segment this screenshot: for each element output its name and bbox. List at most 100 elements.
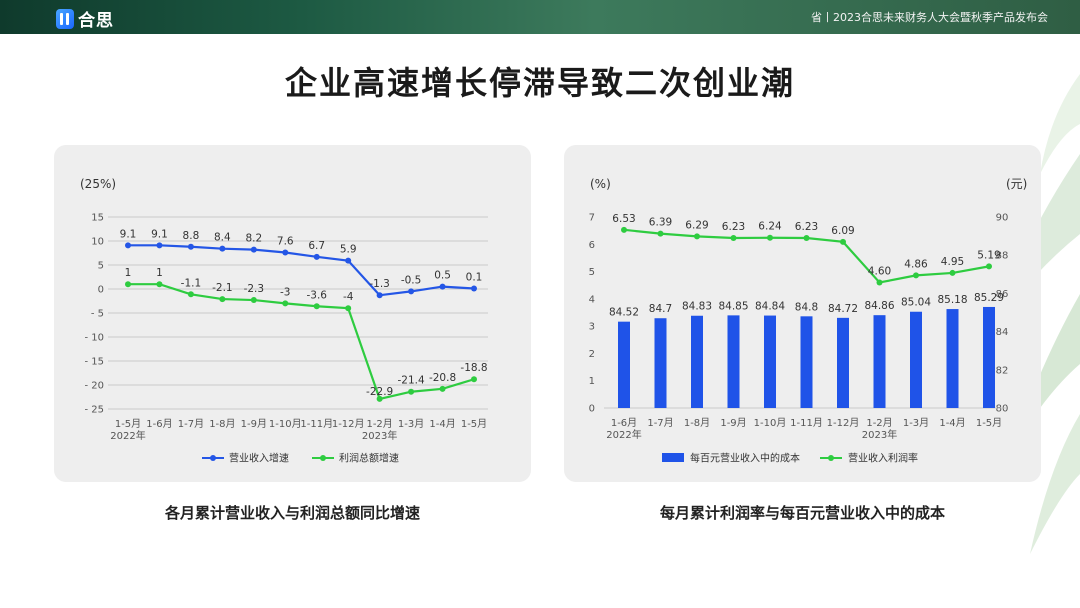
data-point [156, 242, 163, 249]
data-point [408, 388, 415, 395]
x-tick-label: 1-9月 [241, 418, 267, 430]
bar-label: 85.04 [901, 297, 931, 309]
right-y-tick-label: 84 [996, 327, 1009, 338]
legend-marker [828, 455, 834, 461]
data-label: 6.23 [795, 221, 818, 233]
left-chart-caption: 各月累计营业收入与利润总额同比增速 [164, 504, 420, 522]
legend-label: 每百元营业收入中的成本 [690, 452, 800, 465]
cost-bar [727, 315, 740, 408]
right-y-tick-label: 82 [996, 365, 1009, 376]
data-point [125, 242, 131, 249]
left-axis-unit-label: (%) [590, 177, 611, 191]
profit-margin-cost-panel: (%) (元) 0 1 2 3 4 5 6 7 80 82 84 86 88 90 1-6月 1-7月 1-8月 1-… [564, 145, 1041, 482]
data-point [187, 243, 194, 250]
x-tick-label: 1-9月 [720, 417, 746, 429]
x-tick-label: 1-5月 [115, 418, 141, 430]
y-tick-label: 10 [91, 237, 104, 248]
y-tick-label: 15 [91, 213, 104, 224]
bar-label: 84.84 [755, 301, 785, 313]
cost-bar [764, 315, 776, 408]
left-y-tick-label: 2 [589, 349, 595, 360]
data-label: 7.6 [277, 236, 294, 248]
data-point [282, 249, 289, 256]
bar-label: 84.52 [609, 307, 639, 319]
data-point [876, 279, 883, 286]
right-chart-caption: 每月累计利润率与每百元营业收入中的成本 [659, 504, 945, 522]
y-tick-label: - 5 [91, 309, 104, 320]
y-tick-label: 5 [98, 261, 104, 272]
page-title: 企业高速增长停滞导致二次创业潮 [284, 64, 795, 102]
legend-label: 营业收入利润率 [848, 452, 918, 465]
data-label: -18.8 [460, 362, 487, 374]
x-tick-label: 1-12月 [332, 418, 365, 430]
right-y-tick-label: 86 [996, 289, 1009, 300]
data-point [694, 233, 700, 240]
data-label: 8.8 [183, 230, 200, 242]
data-point [282, 300, 289, 307]
data-label: -21.4 [398, 375, 425, 387]
data-label: 6.09 [831, 225, 854, 237]
left-y-tick-label: 7 [589, 213, 595, 224]
x-tick-label: 1-8月 [684, 417, 710, 429]
x-tick-label: 1-11月 [790, 417, 823, 429]
data-label: 4.60 [868, 265, 891, 277]
legend-marker [210, 455, 216, 461]
right-axis-unit-label: (元) [1006, 177, 1027, 191]
data-label: 8.2 [245, 233, 262, 245]
bar-label: 84.83 [682, 301, 712, 313]
data-label: 1 [125, 267, 132, 279]
data-point [913, 272, 919, 279]
cost-bar [910, 311, 922, 408]
y-axis-unit-label: (25%) [80, 177, 116, 191]
data-point [439, 283, 446, 290]
data-label: -1.1 [181, 277, 202, 289]
data-point [250, 297, 257, 304]
bar-label: 85.18 [937, 294, 967, 306]
x-tick-label: 1-11月 [300, 418, 333, 430]
y-tick-label: - 10 [84, 333, 104, 344]
bar-label: 84.8 [795, 301, 818, 313]
series-line-revenue [128, 244, 475, 297]
data-label: 6.53 [612, 213, 635, 225]
left-y-tick-label: 0 [589, 404, 595, 415]
left-y-tick-label: 6 [589, 240, 595, 251]
data-label: 4.86 [904, 258, 928, 270]
cost-bar [691, 315, 703, 408]
data-label: -2.3 [244, 283, 265, 295]
bar-label: 84.7 [649, 303, 672, 315]
data-label: 0.5 [434, 270, 451, 282]
year-label: 2022年 [110, 429, 145, 442]
cost-bar [618, 321, 630, 408]
cost-bar [983, 306, 995, 408]
left-y-tick-label: 1 [589, 376, 595, 387]
data-label: 5.19 [977, 249, 1000, 261]
data-label: 4.95 [941, 256, 964, 268]
data-point [408, 288, 415, 295]
x-tick-label: 1-4月 [429, 418, 455, 430]
legend-label: 利润总额增速 [339, 452, 399, 465]
right-y-tick-label: 80 [996, 404, 1009, 415]
event-title: 省丨2023合思未来财务人大会暨秋季产品发布会 [811, 11, 1048, 24]
y-tick-label: 0 [98, 285, 104, 296]
x-tick-label: 1-6月 [146, 418, 172, 430]
data-point [439, 385, 446, 392]
logo-text: 合思 [78, 11, 114, 31]
brand-logo: 合思 [56, 6, 114, 31]
data-label: 1 [156, 267, 163, 279]
data-label: 0.1 [466, 272, 483, 284]
bar-label: 84.86 [864, 300, 894, 312]
data-label: -0.5 [401, 274, 422, 286]
cost-bar [873, 315, 886, 408]
x-tick-label: 1-2月 [866, 417, 892, 429]
legend-label: 营业收入增速 [229, 452, 289, 465]
data-point [187, 291, 194, 298]
y-tick-label: - 25 [84, 405, 104, 416]
data-point [949, 269, 956, 276]
x-tick-label: 1-3月 [903, 417, 929, 429]
logo-icon [56, 8, 74, 29]
data-point [471, 285, 477, 292]
data-label: -2.1 [212, 282, 233, 294]
series-line-profit [128, 283, 475, 401]
y-tick-label: - 20 [84, 381, 104, 392]
